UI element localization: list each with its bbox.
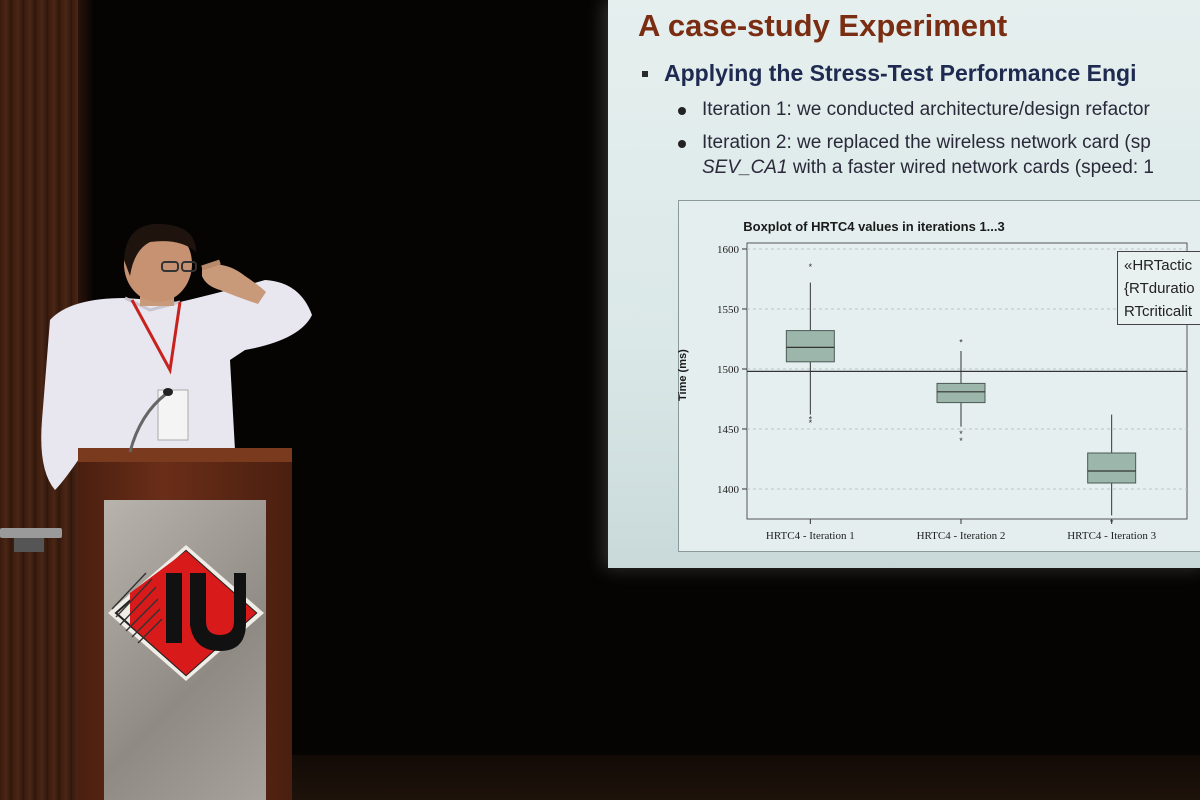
x-tick-label: HRTC4 - Iteration 1 <box>766 530 855 542</box>
bullet-dot-icon <box>678 140 686 148</box>
chart-title: Boxplot of HRTC4 values in iterations 1.… <box>743 219 1005 234</box>
note-line-1: «HRTactic <box>1124 257 1193 274</box>
podium-top <box>78 448 292 462</box>
note-line-3: RTcriticalit <box>1124 303 1193 320</box>
outlier: * <box>959 436 963 446</box>
x-tick-label: HRTC4 - Iteration 3 <box>1067 530 1156 542</box>
stereotype-note: «HRTactic {RTduratio RTcriticalit <box>1117 251 1200 325</box>
y-tick-label: 1600 <box>717 244 740 256</box>
bullet-dot-icon <box>678 107 686 115</box>
door-handle-mount <box>14 538 44 552</box>
y-tick-label: 1550 <box>717 304 740 316</box>
outlier: * <box>959 429 963 439</box>
outlier: * <box>809 414 813 424</box>
x-tick-label: HRTC4 - Iteration 2 <box>917 530 1006 542</box>
sub-bullet-2-rest: with a faster wired network cards (speed… <box>787 157 1154 178</box>
projection-screen: A case-study Experiment Applying the Str… <box>608 0 1200 568</box>
outlier: * <box>809 418 813 428</box>
component-name: SEV_CA1 <box>702 157 788 178</box>
speaker <box>41 223 312 490</box>
box <box>936 382 986 404</box>
y-tick-label: 1450 <box>717 424 740 436</box>
y-tick-label: 1400 <box>717 484 740 496</box>
slide-bullet: Applying the Stress-Test Performance Eng… <box>664 60 1137 86</box>
box <box>1087 452 1137 484</box>
sub-bullet-2-line1: Iteration 2: we replaced the wireless ne… <box>702 132 1151 153</box>
outlier: * <box>809 262 813 272</box>
box <box>785 330 835 363</box>
note-line-2: {RTduratio <box>1124 280 1195 297</box>
stage-floor <box>260 755 1200 800</box>
microphone-icon <box>128 388 173 453</box>
sub-bullet-1: Iteration 1: we conducted architecture/d… <box>702 99 1150 120</box>
door-handle <box>0 528 62 538</box>
sub-bullet-2-line2: SEV_CA1 with a faster wired network card… <box>702 157 1154 179</box>
outlier: * <box>959 338 963 348</box>
bullet-square-icon <box>642 71 648 77</box>
slide-title: A case-study Experiment <box>638 8 1008 43</box>
y-tick-label: 1500 <box>717 364 740 376</box>
boxplot-panel: Boxplot of HRTC4 values in iterations 1.… <box>677 200 1200 552</box>
university-logo-icon <box>108 545 264 681</box>
